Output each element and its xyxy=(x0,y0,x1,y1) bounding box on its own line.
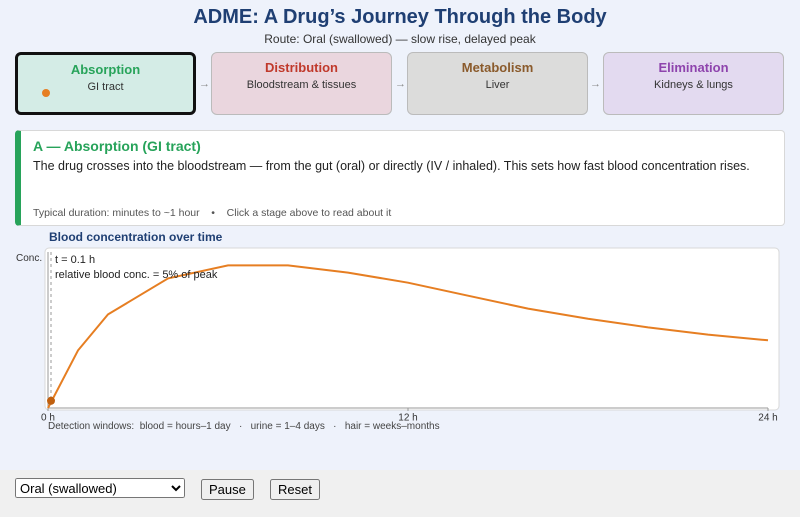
subtitle: Route: Oral (swallowed) — slow rise, del… xyxy=(264,32,536,46)
y-axis-label: Conc. xyxy=(16,253,42,264)
route-select[interactable]: Oral (swallowed) xyxy=(15,478,185,498)
stage-place: Liver xyxy=(485,79,510,91)
detail-panel: A — Absorption (GI tract) The drug cross… xyxy=(15,130,785,226)
stage-name: Absorption xyxy=(70,62,141,77)
detection-note: Detection windows: blood = hours–1 day ·… xyxy=(48,421,440,432)
x-tick-label: 12 h xyxy=(398,412,417,423)
x-tick-label: 24 h xyxy=(758,412,777,423)
reset-button[interactable]: Reset xyxy=(270,479,320,500)
stage-name: Elimination xyxy=(658,60,729,75)
drug-token xyxy=(42,89,50,97)
stage-name: Metabolism xyxy=(461,60,534,75)
cursor-readout: relative blood conc. = 5% of peak xyxy=(55,269,218,281)
pause-button[interactable]: Pause xyxy=(201,479,254,500)
stage-place: GI tract xyxy=(87,81,124,93)
plot-area xyxy=(44,247,780,411)
arrow: → xyxy=(395,78,406,90)
stage-place: Kidneys & lungs xyxy=(654,79,733,91)
detail-heading: A — Absorption (GI tract) xyxy=(33,138,201,154)
cursor-time: t = 0.1 h xyxy=(55,254,95,266)
stage-card[interactable]: Elimination Kidneys & lungs xyxy=(603,52,784,115)
detail-text: The drug crosses into the bloodstream — … xyxy=(33,159,750,173)
concentration-curve xyxy=(47,264,769,409)
stage-place: Bloodstream & tissues xyxy=(246,79,357,91)
arrow: → xyxy=(199,78,210,90)
arrow: → xyxy=(590,78,601,90)
detail-footer: Typical duration: minutes to ~1 hour • C… xyxy=(33,207,392,219)
cursor-dot xyxy=(47,396,55,405)
stage-card[interactable]: Absorption GI tract xyxy=(15,52,196,115)
chart: Blood concentration over time Conc. Dete… xyxy=(16,230,780,432)
stage-card[interactable]: Distribution Bloodstream & tissues xyxy=(211,52,392,115)
stage-card[interactable]: Metabolism Liver xyxy=(407,52,588,115)
x-tick-label: 0 h xyxy=(41,412,55,423)
stage-name: Distribution xyxy=(265,60,338,75)
title: ADME: A Drug’s Journey Through the Body xyxy=(193,6,607,28)
chart-title: Blood concentration over time xyxy=(49,230,223,244)
